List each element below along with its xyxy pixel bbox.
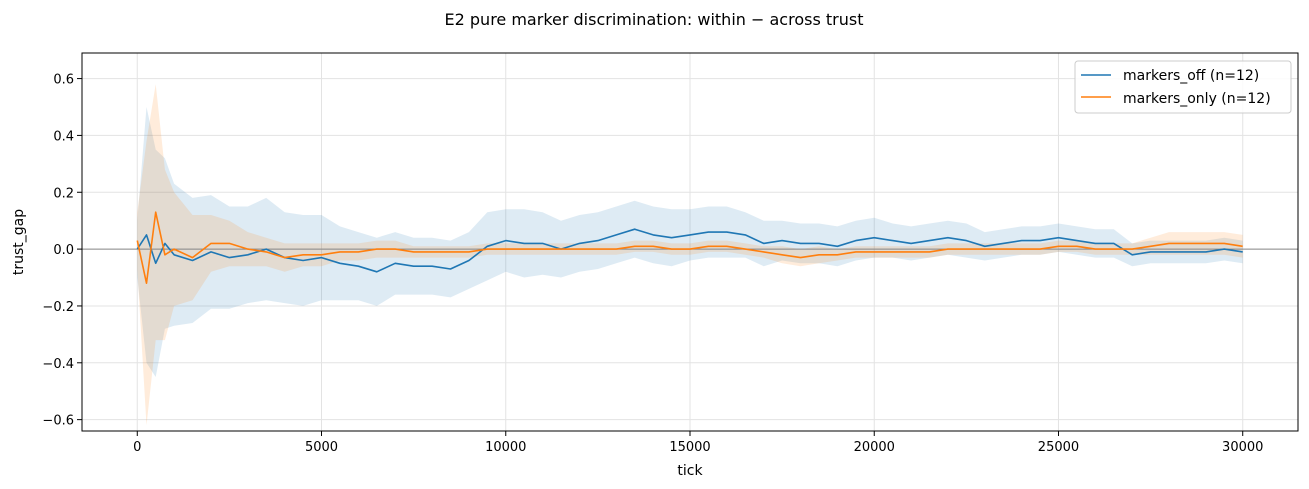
x-tick-label: 5000 [305, 440, 338, 455]
x-tick-label: 30000 [1222, 440, 1263, 455]
x-axis-label: tick [677, 463, 703, 479]
y-tick-label: 0.6 [53, 73, 74, 88]
y-tick-label: 0.2 [53, 186, 74, 201]
confidence-bands [137, 84, 1243, 426]
y-tick-label: −0.6 [42, 414, 74, 429]
x-tick-label: 0 [133, 440, 141, 455]
x-tick-label: 25000 [1038, 440, 1079, 455]
x-tick-label: 15000 [669, 440, 710, 455]
x-axis: 0 5000 10000 15000 20000 25000 30000 [133, 431, 1263, 455]
chart-title: E2 pure marker discrimination: within − … [445, 10, 864, 29]
y-axis-label: trust_gap [11, 209, 27, 275]
x-tick-label: 20000 [854, 440, 895, 455]
y-axis: −0.6 −0.4 −0.2 0.0 0.2 0.4 0.6 [42, 73, 82, 429]
band-markers-off [137, 107, 1243, 377]
legend-label-markers-off: markers_off (n=12) [1123, 68, 1259, 84]
legend: markers_off (n=12) markers_only (n=12) [1074, 60, 1292, 114]
legend-box [1074, 60, 1292, 114]
y-tick-label: −0.2 [42, 300, 74, 315]
y-tick-label: 0.0 [53, 243, 74, 258]
y-tick-label: 0.4 [53, 129, 74, 144]
series-lines [136, 211, 1243, 285]
line-markers-only [136, 211, 1243, 285]
line-markers-off [136, 228, 1243, 273]
y-tick-label: −0.4 [42, 357, 74, 372]
band-markers-only [137, 84, 1243, 426]
legend-label-markers-only: markers_only (n=12) [1123, 91, 1271, 107]
x-tick-label: 10000 [485, 440, 526, 455]
